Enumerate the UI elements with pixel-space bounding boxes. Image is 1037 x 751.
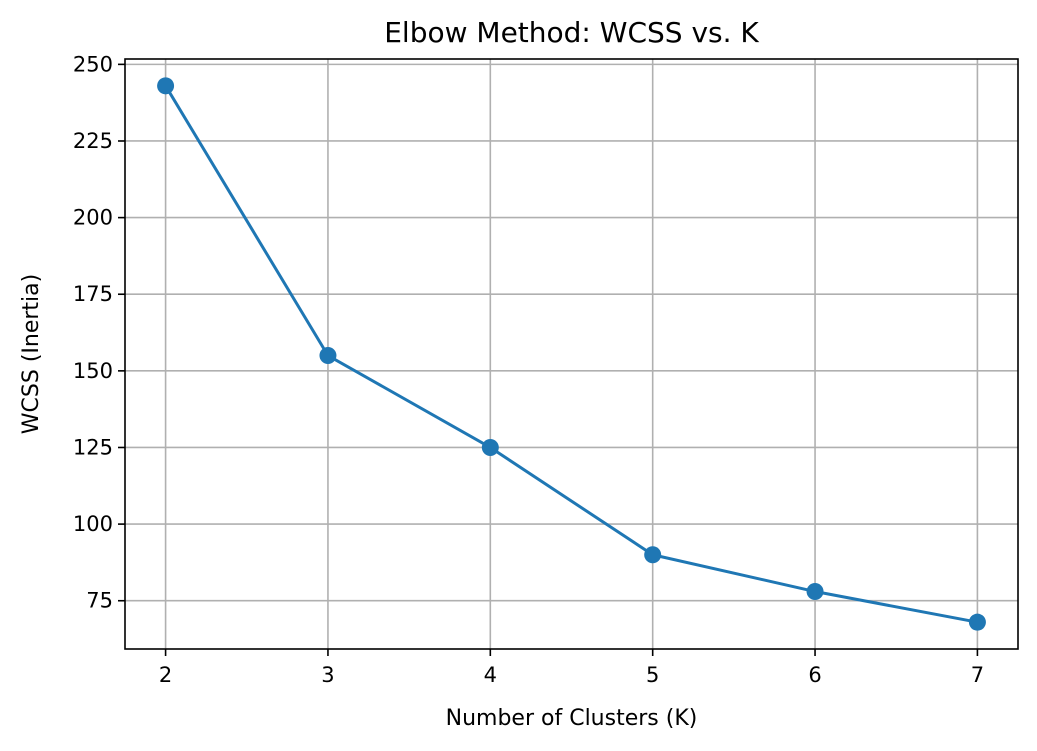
y-tick-label-75: 75	[86, 589, 113, 613]
y-tick-label-175: 175	[73, 282, 113, 306]
x-tick-label-6: 6	[808, 663, 821, 687]
y-tick-label-200: 200	[73, 206, 113, 230]
data-point-k5	[644, 546, 662, 564]
x-tick-label-3: 3	[321, 663, 334, 687]
data-point-k6	[806, 583, 824, 601]
plot-area-frame	[124, 58, 1019, 650]
x-tick-label-7: 7	[971, 663, 984, 687]
series-wcss	[157, 77, 986, 631]
y-tick-label-125: 125	[73, 435, 113, 459]
data-point-k3	[319, 347, 337, 365]
data-point-k7	[968, 613, 986, 631]
chart-title: Elbow Method: WCSS vs. K	[384, 16, 759, 49]
x-tick-label-5: 5	[646, 663, 659, 687]
y-tick-label-100: 100	[73, 512, 113, 536]
series-line-0	[164, 85, 978, 624]
data-point-k4	[481, 438, 499, 456]
y-tick-label-250: 250	[73, 52, 113, 76]
y-tick-label-150: 150	[73, 359, 113, 383]
x-axis-label: Number of Clusters (K)	[446, 706, 698, 731]
x-tick-label-4: 4	[484, 663, 497, 687]
grid	[125, 59, 1018, 649]
axis-ticks: 2 3 4 5 6 7 75 100 125 150 175 200 225 250	[73, 52, 984, 687]
x-tick-label-2: 2	[159, 663, 172, 687]
y-axis-label: WCSS (Inertia)	[19, 274, 44, 434]
y-tick-label-225: 225	[73, 129, 113, 153]
data-point-k2	[157, 77, 175, 95]
